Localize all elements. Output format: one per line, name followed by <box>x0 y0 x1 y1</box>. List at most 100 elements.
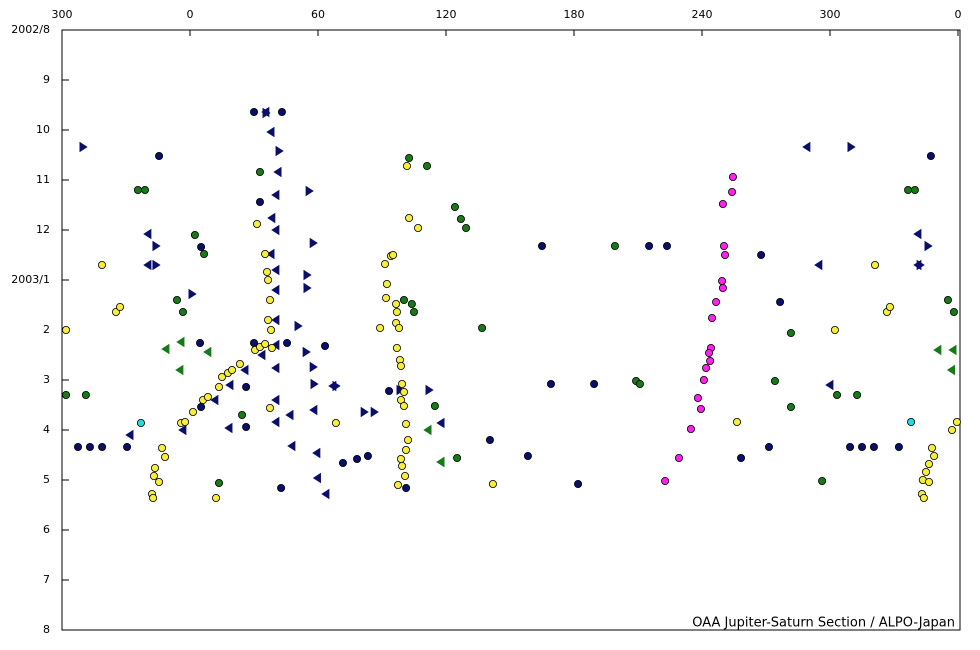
feature-triangle <box>271 264 280 276</box>
feature-triangle <box>309 361 318 373</box>
feature-point <box>392 343 401 352</box>
feature-point <box>396 361 405 370</box>
feature-point <box>728 187 737 196</box>
feature-point <box>409 307 418 316</box>
feature-point <box>830 325 839 334</box>
feature-point <box>423 161 432 170</box>
feature-triangle <box>924 240 933 252</box>
plot-frame <box>61 29 961 631</box>
feature-point <box>200 249 209 258</box>
feature-point <box>398 461 407 470</box>
feature-point <box>338 458 347 467</box>
feature-triangle <box>152 240 161 252</box>
feature-triangle <box>266 126 275 138</box>
feature-point <box>405 213 414 222</box>
feature-triangle <box>203 346 212 358</box>
x-tick-label: 0 <box>955 8 962 21</box>
feature-triangle <box>312 447 321 459</box>
feature-point <box>574 479 583 488</box>
feature-triangle <box>370 406 379 418</box>
feature-point <box>705 348 714 357</box>
feature-point <box>485 435 494 444</box>
feature-point <box>140 185 149 194</box>
feature-point <box>382 279 391 288</box>
feature-point <box>699 375 708 384</box>
y-tick-label: 2003/1 <box>11 273 50 286</box>
feature-point <box>74 442 83 451</box>
y-tick-label: 2002/8 <box>11 23 50 36</box>
feature-point <box>728 172 737 181</box>
feature-point <box>456 214 465 223</box>
feature-triangle <box>261 106 270 118</box>
feature-triangle <box>294 320 303 332</box>
feature-point <box>546 379 555 388</box>
feature-triangle <box>285 409 294 421</box>
feature-point <box>217 372 226 381</box>
feature-point <box>62 325 71 334</box>
feature-triangle <box>948 344 957 356</box>
feature-point <box>399 401 408 410</box>
feature-point <box>151 463 160 472</box>
feature-triangle <box>312 472 321 484</box>
feature-triangle <box>257 349 266 361</box>
feature-point <box>948 425 957 434</box>
feature-point <box>265 295 274 304</box>
feature-point <box>172 295 181 304</box>
x-tick-label: 240 <box>692 8 713 21</box>
y-tick-label: 12 <box>36 223 50 236</box>
feature-point <box>927 443 936 452</box>
feature-point <box>376 323 385 332</box>
feature-triangle <box>287 440 296 452</box>
feature-triangle <box>436 456 445 468</box>
feature-point <box>267 343 276 352</box>
feature-point <box>414 223 423 232</box>
feature-point <box>949 307 958 316</box>
feature-point <box>242 422 251 431</box>
feature-point <box>81 390 90 399</box>
feature-triangle <box>271 362 280 374</box>
x-tick-label: 180 <box>564 8 585 21</box>
feature-point <box>398 379 407 388</box>
feature-point <box>721 250 730 259</box>
feature-point <box>610 241 619 250</box>
feature-point <box>858 442 867 451</box>
y-tick-label: 3 <box>43 373 50 386</box>
feature-point <box>197 242 206 251</box>
feature-triangle <box>271 314 280 326</box>
feature-triangle <box>305 185 314 197</box>
feature-point <box>267 325 276 334</box>
feature-triangle <box>913 259 922 271</box>
feature-point <box>450 202 459 211</box>
feature-point <box>706 356 715 365</box>
feature-point <box>833 390 842 399</box>
x-tick-label: 120 <box>436 8 457 21</box>
feature-point <box>255 167 264 176</box>
feature-point <box>663 241 672 250</box>
feature-point <box>277 483 286 492</box>
feature-triangle <box>328 380 337 392</box>
feature-point <box>228 365 237 374</box>
feature-point <box>401 445 410 454</box>
feature-triangle <box>225 379 234 391</box>
feature-point <box>277 108 286 117</box>
feature-point <box>907 417 916 426</box>
feature-point <box>871 260 880 269</box>
feature-point <box>393 480 402 489</box>
credit: OAA Jupiter-Saturn Section / ALPO-Japan <box>692 616 955 631</box>
feature-point <box>392 307 401 316</box>
y-tick-label: 7 <box>43 573 50 586</box>
feature-point <box>98 260 107 269</box>
feature-triangle <box>271 224 280 236</box>
feature-point <box>786 328 795 337</box>
feature-triangle <box>321 488 330 500</box>
feature-point <box>265 403 274 412</box>
x-tick-label: 300 <box>52 8 73 21</box>
feature-triangle <box>302 346 311 358</box>
feature-point <box>645 241 654 250</box>
feature-point <box>523 451 532 460</box>
feature-point <box>382 293 391 302</box>
feature-triangle <box>161 343 170 355</box>
feature-point <box>430 401 439 410</box>
feature-point <box>718 199 727 208</box>
feature-triangle <box>933 344 942 356</box>
